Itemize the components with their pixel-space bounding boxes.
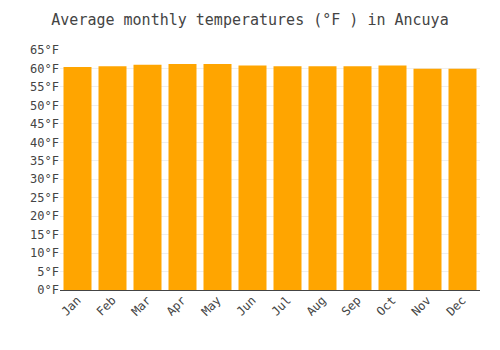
svg-text:Sep: Sep <box>339 293 364 318</box>
svg-text:0°F: 0°F <box>37 283 59 297</box>
svg-text:65°F: 65°F <box>30 43 59 57</box>
svg-text:30°F: 30°F <box>30 172 59 186</box>
svg-text:10°F: 10°F <box>30 246 59 260</box>
svg-text:45°F: 45°F <box>30 117 59 131</box>
svg-text:Mar: Mar <box>129 293 154 318</box>
svg-text:Oct: Oct <box>374 293 399 318</box>
svg-text:5°F: 5°F <box>37 265 59 279</box>
svg-text:35°F: 35°F <box>30 154 59 168</box>
svg-text:Average monthly temperatures (: Average monthly temperatures (°F ) in An… <box>51 11 448 29</box>
svg-text:25°F: 25°F <box>30 191 59 205</box>
svg-text:20°F: 20°F <box>30 209 59 223</box>
svg-text:60°F: 60°F <box>30 62 59 76</box>
svg-text:40°F: 40°F <box>30 136 59 150</box>
svg-text:Jun: Jun <box>234 293 259 318</box>
svg-text:50°F: 50°F <box>30 99 59 113</box>
svg-text:May: May <box>199 293 224 318</box>
svg-text:Apr: Apr <box>164 293 189 318</box>
svg-text:Jul: Jul <box>269 293 294 318</box>
svg-text:55°F: 55°F <box>30 80 59 94</box>
svg-text:Dec: Dec <box>444 293 469 318</box>
svg-text:Nov: Nov <box>409 293 434 318</box>
svg-text:Jan: Jan <box>59 293 84 318</box>
svg-text:Feb: Feb <box>94 293 119 318</box>
svg-text:Aug: Aug <box>304 293 329 318</box>
svg-text:15°F: 15°F <box>30 228 59 242</box>
